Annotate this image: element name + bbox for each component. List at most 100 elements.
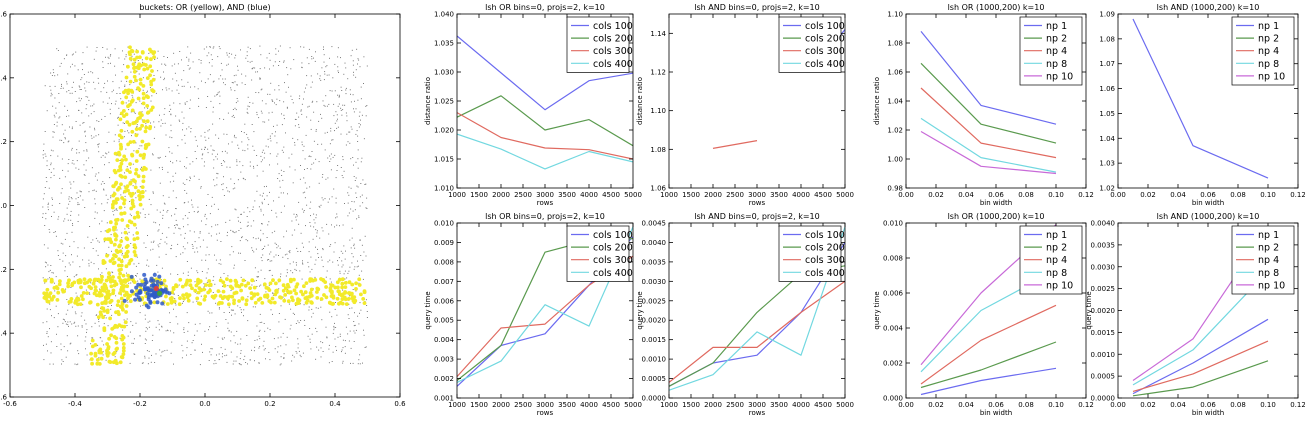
background-point [103, 210, 105, 212]
background-point [223, 160, 224, 162]
background-point [118, 141, 120, 143]
x-tick-label: 3000 [536, 191, 554, 199]
or-bucket-point [67, 278, 71, 283]
background-point [48, 169, 50, 170]
background-point [42, 206, 44, 208]
background-point [107, 306, 109, 307]
background-point [190, 86, 191, 88]
background-point [344, 104, 346, 106]
background-point [256, 325, 258, 327]
background-point [355, 161, 357, 163]
background-point [234, 232, 236, 234]
or-bucket-point [99, 312, 104, 317]
or-bucket-point [347, 280, 352, 285]
chart-title: lsh AND bins=0, projs=2, k=10 [694, 212, 819, 221]
background-point [172, 175, 174, 177]
y-tick-label: 1.020 [434, 127, 454, 135]
background-point [163, 304, 165, 306]
background-point [218, 91, 220, 93]
background-point [264, 121, 266, 123]
or-bucket-point [118, 249, 123, 254]
background-point [194, 323, 196, 325]
background-point [182, 122, 184, 124]
background-point [142, 61, 143, 63]
or-bucket-point [140, 139, 145, 144]
background-point [88, 259, 90, 261]
legend-label: cols 200 [805, 34, 845, 45]
background-point [311, 58, 313, 60]
background-point [44, 225, 46, 226]
or-bucket-point [196, 290, 201, 295]
background-point [357, 99, 359, 101]
background-point [268, 52, 270, 54]
background-point [53, 124, 55, 125]
background-point [96, 47, 98, 48]
or-bucket-point [127, 50, 132, 55]
x-tick-label: 0.00 [1110, 401, 1126, 409]
background-point [318, 182, 320, 184]
x-tick-label: 4000 [792, 191, 810, 199]
background-point [75, 121, 77, 122]
background-point [150, 361, 152, 363]
or-bucket-point [319, 277, 323, 281]
background-point [124, 172, 125, 174]
background-point [245, 75, 247, 77]
background-point [191, 342, 193, 344]
background-point [351, 262, 353, 264]
background-point [363, 329, 364, 331]
background-point [49, 85, 51, 87]
legend: np 1np 2np 4np 8np 10 [1019, 16, 1083, 86]
background-point [192, 206, 194, 208]
background-point [123, 136, 125, 138]
background-point [95, 50, 97, 52]
background-point [100, 91, 102, 93]
background-point [95, 173, 97, 175]
background-point [81, 77, 83, 79]
background-point [300, 46, 302, 48]
background-point [177, 145, 179, 147]
background-point [69, 343, 71, 345]
x-axis-label: bin width [1192, 199, 1224, 207]
or-bucket-point [85, 291, 89, 295]
background-point [84, 131, 86, 133]
x-tick-label: 0.12 [1290, 401, 1305, 409]
background-point [52, 150, 54, 152]
background-point [343, 273, 345, 275]
background-point [227, 231, 228, 233]
background-point [301, 208, 303, 210]
and-bucket-point [122, 298, 127, 303]
or-bucket-point [142, 67, 147, 72]
background-point [194, 136, 196, 138]
background-point [59, 139, 61, 141]
background-point [57, 255, 59, 256]
background-point [68, 325, 69, 327]
background-point [345, 250, 346, 252]
or-bucket-point [299, 289, 303, 294]
background-point [70, 197, 72, 198]
background-point [76, 295, 78, 297]
background-point [204, 148, 205, 150]
series-line-cols-200 [457, 95, 633, 147]
background-point [150, 169, 152, 171]
or-bucket-point [121, 346, 126, 350]
or-bucket-point [125, 224, 130, 228]
background-point [79, 86, 81, 88]
background-point [53, 211, 55, 213]
background-point [274, 102, 275, 104]
or-bucket-point [127, 219, 132, 224]
or-bucket-point [117, 275, 121, 280]
background-point [128, 231, 130, 233]
background-point [157, 50, 159, 52]
or-bucket-point [123, 293, 127, 298]
background-point [80, 315, 82, 317]
x-tick-label: 0.08 [1230, 401, 1246, 409]
or-bucket-point [126, 273, 131, 278]
or-bucket-point [315, 286, 320, 291]
background-point [229, 219, 231, 221]
background-point [86, 150, 88, 152]
or-bucket-point [111, 202, 115, 207]
background-point [90, 282, 92, 284]
or-bucket-point [130, 129, 135, 134]
background-point [123, 185, 125, 187]
x-tick-label: 0.06 [1200, 401, 1216, 409]
